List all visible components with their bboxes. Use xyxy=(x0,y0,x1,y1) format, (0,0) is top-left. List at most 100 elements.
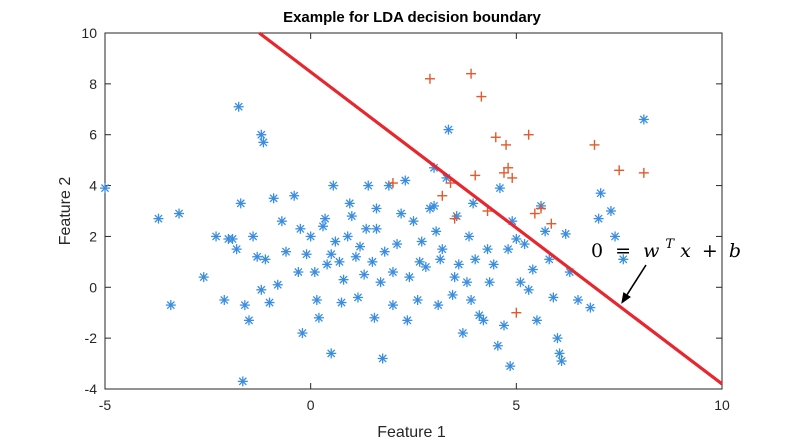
class1-point xyxy=(451,211,462,222)
class1-point xyxy=(153,213,164,224)
class1-point xyxy=(464,231,475,242)
class1-point xyxy=(359,269,370,280)
class1-point xyxy=(334,256,345,267)
equation-lhs: 0 xyxy=(591,240,603,262)
class1-point xyxy=(511,233,522,244)
class1-point xyxy=(297,328,308,339)
class1-point xyxy=(505,361,516,372)
class1-point xyxy=(503,244,514,255)
class1-point xyxy=(466,295,477,305)
class1-point xyxy=(610,231,621,242)
class1-point xyxy=(336,297,347,308)
class1-point xyxy=(256,284,267,295)
series-2 xyxy=(387,68,649,318)
class1-point xyxy=(404,272,415,283)
class1-point xyxy=(322,259,333,270)
class1-point xyxy=(309,267,320,278)
class1-point xyxy=(498,320,509,331)
class1-point xyxy=(429,200,440,211)
class1-point xyxy=(174,208,185,219)
class1-point xyxy=(573,295,584,305)
x-tick-label: 5 xyxy=(512,397,520,413)
equation-b: b xyxy=(729,240,741,262)
class1-point xyxy=(227,233,238,244)
class1-point xyxy=(272,279,283,290)
class1-point xyxy=(363,180,374,191)
y-tick-label: 8 xyxy=(89,76,97,92)
equation-w: w xyxy=(643,240,659,262)
class1-point xyxy=(379,246,390,257)
class1-point xyxy=(449,272,460,283)
class1-point xyxy=(219,295,230,305)
class1-point xyxy=(387,267,398,278)
class1-point xyxy=(371,223,382,234)
class1-point xyxy=(435,254,446,265)
class1-point xyxy=(268,193,279,204)
class1-point xyxy=(420,261,431,272)
class1-point xyxy=(293,267,304,278)
class1-point xyxy=(523,284,534,295)
class1-point xyxy=(412,295,423,305)
class1-point xyxy=(100,183,110,194)
class1-point xyxy=(338,274,349,285)
class1-point xyxy=(211,231,222,242)
class1-point xyxy=(233,101,244,112)
class2-point xyxy=(498,167,509,178)
y-tick-label: -2 xyxy=(85,330,98,346)
annotation-arrow xyxy=(626,264,647,295)
y-tick-label: 2 xyxy=(89,228,97,244)
class1-point xyxy=(243,315,254,326)
plot-axes: -5 0 5 10 -4 -2 0 2 4 6 8 10 Feature 1 Feature 2 xyxy=(57,25,730,441)
class1-point xyxy=(264,297,275,308)
x-tick-label: -5 xyxy=(99,397,112,413)
class2-point xyxy=(501,139,512,150)
class1-point xyxy=(402,315,413,326)
class1-point xyxy=(527,264,538,275)
class2-point xyxy=(614,165,625,176)
y-tick-label: 4 xyxy=(89,178,97,194)
class1-point xyxy=(377,353,388,364)
class1-point xyxy=(248,231,259,242)
class2-point xyxy=(536,203,547,214)
class1-point xyxy=(330,236,341,247)
class2-point xyxy=(466,68,477,79)
class1-point xyxy=(494,183,505,194)
class2-point xyxy=(511,307,522,318)
class1-point xyxy=(519,239,530,250)
class2-point xyxy=(589,139,600,150)
y-tick-label: 10 xyxy=(81,25,97,41)
class1-point xyxy=(367,256,378,267)
class1-point xyxy=(548,292,559,303)
y-axis-label: Feature 2 xyxy=(57,177,74,246)
class1-point xyxy=(344,198,355,209)
class1-point xyxy=(474,310,485,321)
x-tick-label: 0 xyxy=(307,397,315,413)
class1-point xyxy=(544,254,555,265)
class1-point xyxy=(311,295,322,305)
class1-point xyxy=(484,277,495,288)
class1-point xyxy=(453,259,464,270)
svg-text:0 = w T: 0 = w T x + b xyxy=(591,231,741,262)
class2-point xyxy=(507,172,518,183)
class1-point xyxy=(414,256,425,267)
class1-point xyxy=(252,251,263,262)
class1-point xyxy=(478,315,489,326)
decision-boundary-line xyxy=(258,31,723,386)
class1-point xyxy=(416,236,427,247)
annotation-arrowhead xyxy=(621,292,631,304)
class1-point xyxy=(492,340,503,351)
class1-point xyxy=(540,226,551,237)
class2-point xyxy=(638,167,649,178)
class2-point xyxy=(470,170,481,181)
class1-point xyxy=(585,302,596,313)
class1-point xyxy=(554,348,565,359)
class1-point xyxy=(328,180,339,191)
x-tick-label: 10 xyxy=(714,397,730,413)
equation-equals: = xyxy=(615,240,631,262)
class1-point xyxy=(482,244,493,255)
class1-point xyxy=(295,223,306,234)
equation-transpose: T xyxy=(665,237,675,252)
class2-point xyxy=(546,218,557,229)
class1-point xyxy=(355,241,366,252)
class2-point xyxy=(437,190,448,201)
